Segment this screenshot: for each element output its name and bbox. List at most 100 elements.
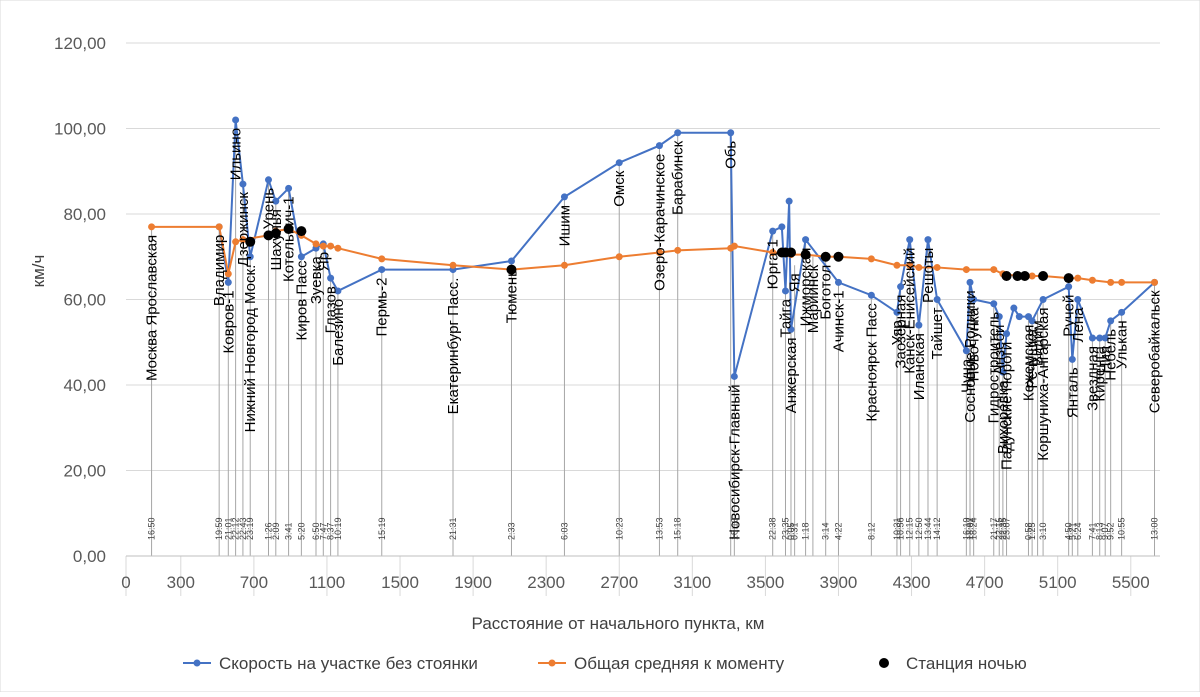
station-name-label: Котельнич-1 xyxy=(281,196,298,282)
legend-label: Общая средняя к моменту xyxy=(574,654,785,673)
series-1-point xyxy=(285,184,293,192)
series-1-point xyxy=(1065,283,1073,291)
series-1-point xyxy=(232,116,240,124)
series-1-point xyxy=(1088,334,1096,342)
station-name-label: Мариинск xyxy=(805,264,822,333)
station-name-label: Решоты xyxy=(920,248,937,303)
station-time-label: 13:53 xyxy=(654,517,664,540)
station-time-label: 6:24 xyxy=(1073,522,1083,540)
series-1-point xyxy=(778,223,786,231)
station-time-label: 13:00 xyxy=(1150,517,1160,540)
x-tick-label: 4700 xyxy=(966,573,1004,592)
y-tick-label: 80,00 xyxy=(63,205,106,224)
station-name-label: Падунские Пороги xyxy=(999,342,1016,470)
series-1-point xyxy=(1107,317,1115,325)
night-station-point xyxy=(270,228,281,239)
x-tick-label: 3900 xyxy=(820,573,858,592)
series-1-point xyxy=(1101,334,1109,342)
series-1-point xyxy=(915,321,923,329)
series-1-point xyxy=(1074,296,1082,303)
station-name-label: Шахунья xyxy=(268,209,285,270)
series-1-point xyxy=(970,296,978,303)
series-1-point xyxy=(224,278,232,286)
series-1-point xyxy=(787,325,795,333)
series-1-point xyxy=(1118,308,1126,316)
x-tick-label: 4300 xyxy=(893,573,931,592)
legend-swatch-marker xyxy=(193,659,201,667)
station-name-label: Видим xyxy=(1030,320,1047,366)
station-name-label: Урень xyxy=(260,188,277,230)
series-1-point xyxy=(906,236,914,244)
station-name-label: Тайга xyxy=(777,298,794,337)
station-time-label: 23:19 xyxy=(245,517,255,540)
series-2-point xyxy=(655,248,663,256)
night-station-point xyxy=(283,223,294,234)
legend-swatch-marker xyxy=(548,659,556,667)
station-time-label: 18:02 xyxy=(965,517,975,540)
drop-line-layer xyxy=(151,119,1156,556)
station-name-label: Дзержинск xyxy=(235,192,252,267)
station-name-label: Уяр xyxy=(889,320,906,345)
station-name-label: Иланская xyxy=(911,333,928,400)
x-tick-label: 5100 xyxy=(1039,573,1077,592)
night-station-point xyxy=(785,247,796,258)
y-tick-label: 40,00 xyxy=(63,376,106,395)
station-time-label: 18:24 xyxy=(969,517,979,540)
station-name-label: Речушка xyxy=(1024,328,1041,388)
x-tick-label: 300 xyxy=(167,573,195,592)
night-station-point xyxy=(1001,270,1012,281)
station-name-label: Анжерская xyxy=(783,337,800,413)
series-1-point xyxy=(334,287,342,295)
series-2-point xyxy=(915,263,923,271)
series-1-point xyxy=(327,274,335,282)
station-time-label: 18:13 xyxy=(729,517,739,540)
station-name-label: Владимир xyxy=(211,235,228,306)
station-time-label: 3:10 xyxy=(1038,522,1048,540)
series-1-point xyxy=(1039,296,1047,303)
night-station-point xyxy=(820,251,831,262)
series-1-point xyxy=(1096,334,1104,342)
legend-label: Скорость на участке без стоянки xyxy=(219,654,478,673)
station-time-label: 23:35 xyxy=(780,517,790,540)
series-1-point xyxy=(730,372,738,380)
series-1-point xyxy=(615,159,623,167)
station-time-label: 22:12 xyxy=(231,517,241,540)
station-time-label: 22:43 xyxy=(238,517,248,540)
series-1-point xyxy=(802,236,810,244)
station-name-label: Москва Ярославская xyxy=(144,235,161,381)
series-2-point xyxy=(990,266,998,274)
station-time-label: 12:15 xyxy=(905,517,915,540)
x-tick-label: 3100 xyxy=(673,573,711,592)
station-time-label: 4:22 xyxy=(833,522,843,540)
station-name-label: Ковров-1 xyxy=(220,290,237,353)
station-name-label: Заозёрная xyxy=(893,295,910,369)
series-1-point xyxy=(897,283,905,291)
station-name-label: Новочунка xyxy=(966,307,983,381)
series-2-point xyxy=(1028,272,1036,280)
legend: Скорость на участке без стоянки Общая сре… xyxy=(183,654,1027,673)
night-station-point xyxy=(833,251,844,262)
station-name-label: Новосибирск-Главный xyxy=(726,384,743,539)
station-time-label: 2:33 xyxy=(506,522,516,540)
series-1-point xyxy=(962,347,970,355)
station-name-label: Пермь-2 xyxy=(374,278,391,337)
series-2-point xyxy=(1074,274,1082,282)
series-2-point xyxy=(378,255,386,263)
station-time-label: 7:47 xyxy=(318,522,328,540)
night-station-point xyxy=(1063,273,1074,284)
station-name-label: Янталь xyxy=(1064,367,1081,418)
station-name-label: Гидростроитель xyxy=(986,312,1003,424)
station-time-label: 3:41 xyxy=(284,522,294,540)
series-2-point xyxy=(224,270,232,278)
station-name-label: Омск xyxy=(611,170,628,206)
series-2-point xyxy=(1107,278,1115,286)
series-1-point xyxy=(781,287,789,295)
station-name-label: Улькан xyxy=(1114,320,1131,369)
series-2-point xyxy=(615,253,623,261)
station-time-label: 5:21 xyxy=(1067,522,1077,540)
series-1-point xyxy=(1015,313,1023,321)
station-time-label: 3:14 xyxy=(821,522,831,540)
x-tick-label: 1500 xyxy=(381,573,419,592)
series-1-point xyxy=(378,266,386,274)
